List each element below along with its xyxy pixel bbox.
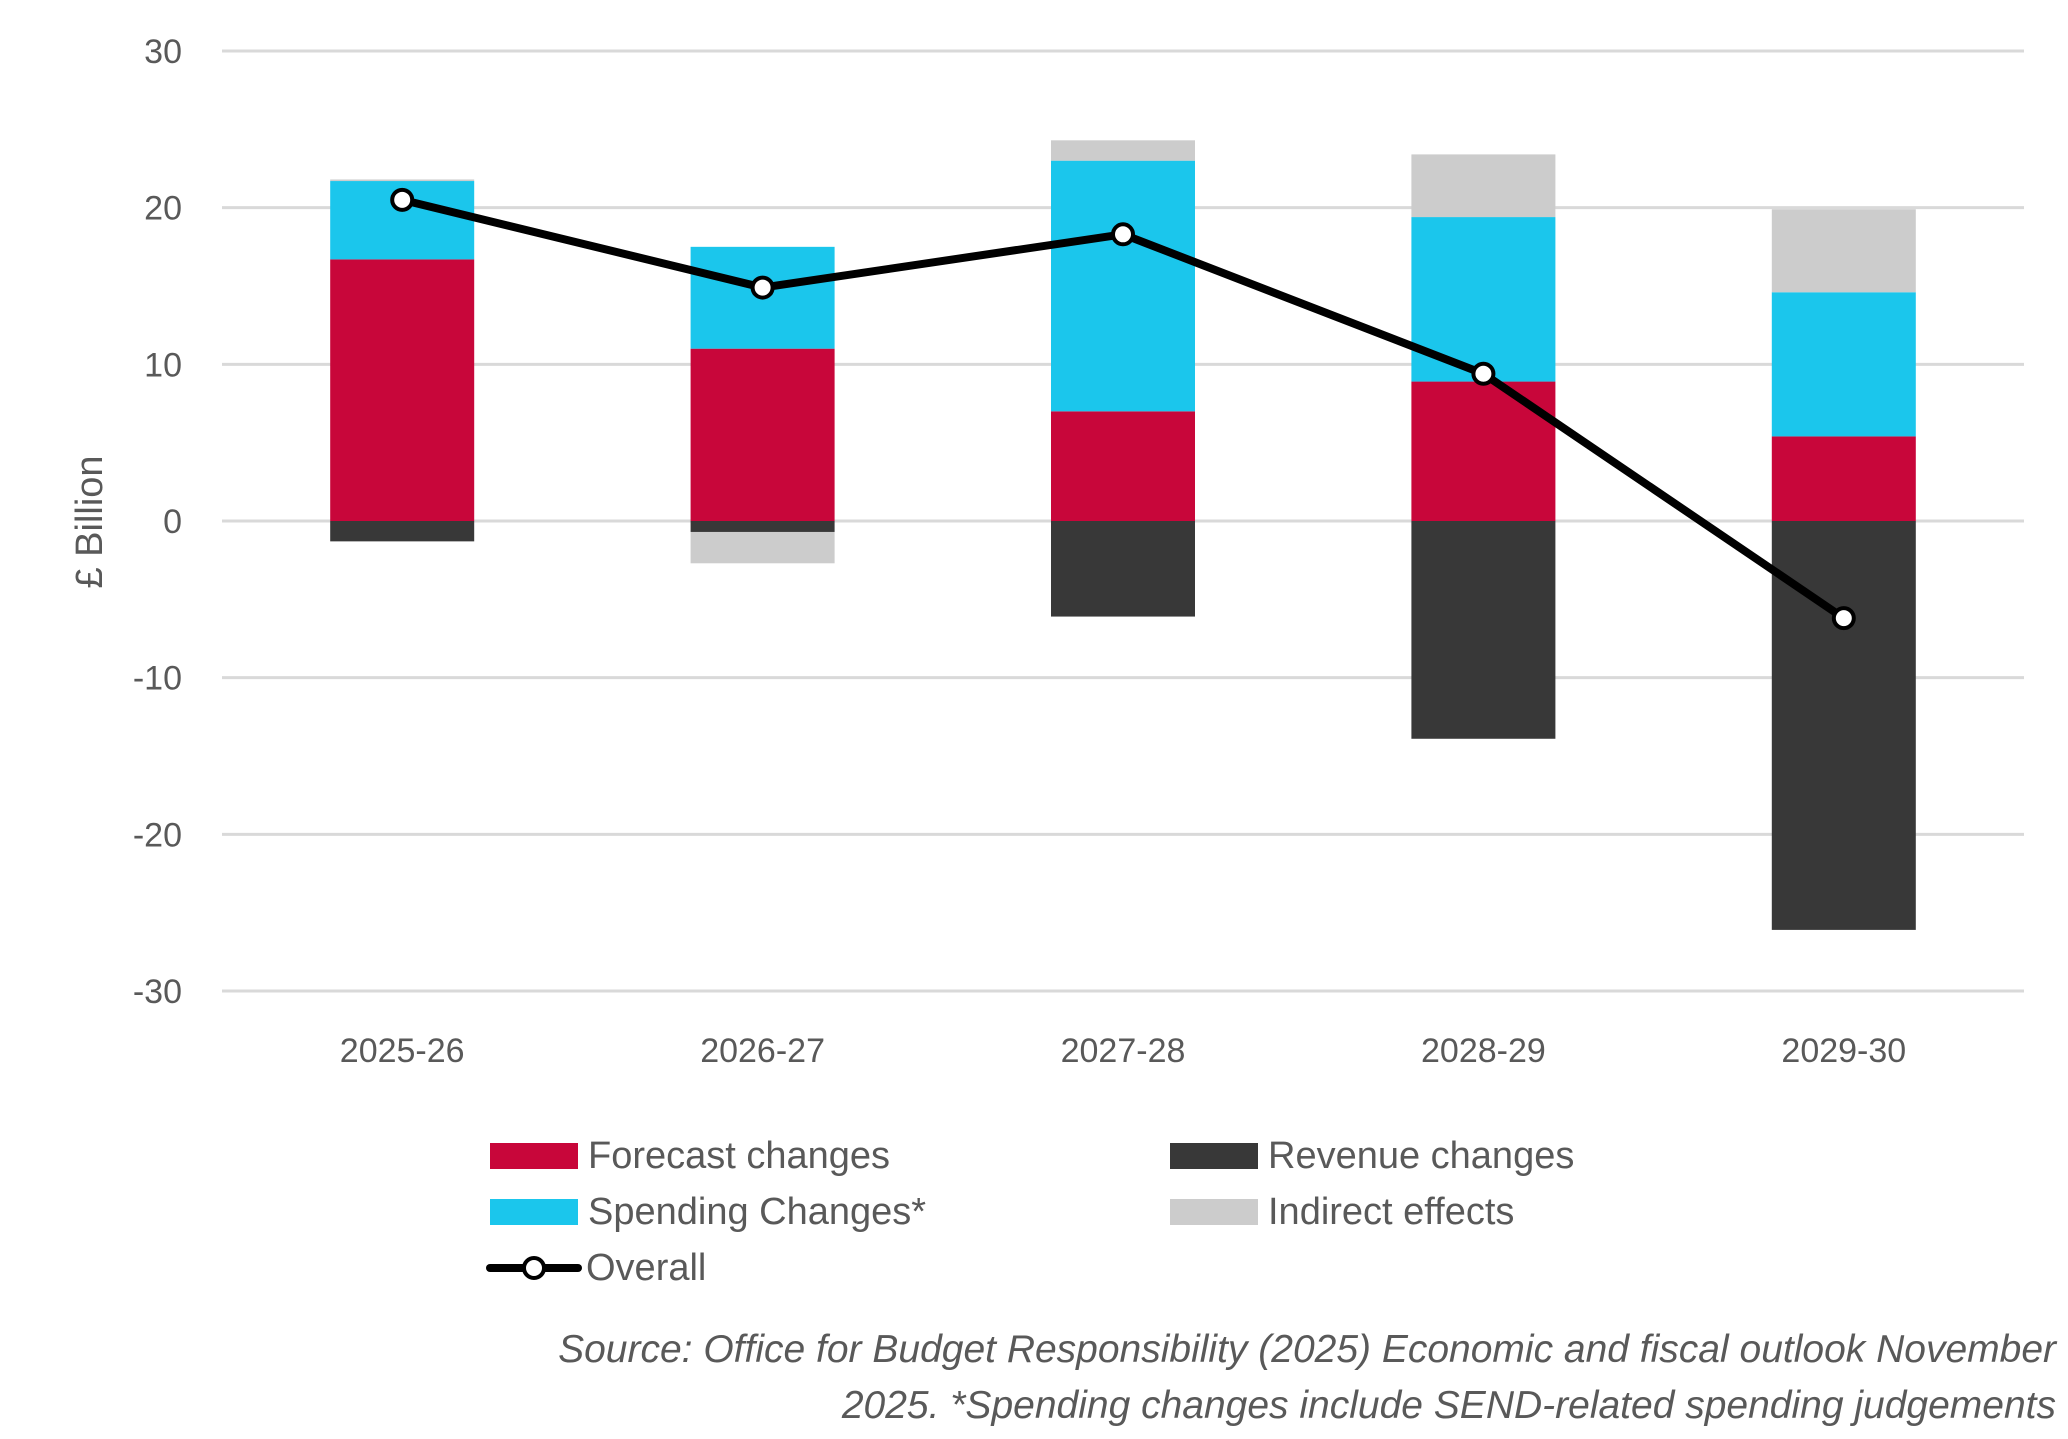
- legend-line-marker-icon: [486, 1256, 582, 1280]
- bar-forecast-changes: [1051, 411, 1195, 521]
- overall-point: [1471, 361, 1496, 386]
- y-tick-label: 0: [163, 503, 182, 541]
- source-line-1: Source: Office for Budget Responsibility…: [558, 1328, 2056, 1371]
- x-tick-label: 2028-29: [1421, 1032, 1546, 1070]
- legend-item-spending-changes: Spending Changes*: [490, 1184, 926, 1240]
- overall-point: [1831, 606, 1856, 631]
- legend-label: Spending Changes*: [588, 1190, 927, 1233]
- legend-item-revenue-changes: Revenue changes: [1170, 1128, 1574, 1184]
- legend-item-overall: Overall: [486, 1240, 706, 1296]
- bar-forecast-changes: [1411, 381, 1556, 521]
- bar-forecast-changes: [690, 348, 835, 521]
- legend-swatch-indirect-effects: [1170, 1199, 1258, 1225]
- y-tick-label: -20: [133, 816, 182, 854]
- x-tick-label: 2027-28: [1061, 1032, 1186, 1070]
- bar-forecast-changes: [330, 259, 475, 521]
- bar-revenue-changes: [1051, 521, 1195, 617]
- bar-indirect-effects: [330, 179, 475, 182]
- overall-line-series: [390, 187, 1856, 631]
- y-tick-label: 30: [144, 33, 182, 71]
- source-note: Source: Office for Budget Responsibility…: [416, 1322, 2056, 1434]
- y-tick-label: -10: [133, 660, 182, 698]
- legend-swatch-revenue-changes: [1170, 1143, 1258, 1169]
- bar-revenue-changes: [1411, 521, 1556, 739]
- bar-revenue-changes: [690, 521, 835, 532]
- legend-label: Forecast changes: [588, 1134, 891, 1177]
- legend-item-forecast-changes: Forecast changes: [490, 1128, 890, 1184]
- x-tick-label: 2025-26: [340, 1032, 465, 1070]
- legend-label: Overall: [586, 1246, 707, 1289]
- bar-forecast-changes: [1771, 436, 1916, 521]
- legend-label: Indirect effects: [1268, 1190, 1515, 1233]
- y-tick-label: -30: [133, 973, 182, 1011]
- chart: 30 20 10 0 -10 -20 -30 £ Billion 2025-26 2026-2…: [69, 33, 2024, 1070]
- bar-indirect-effects: [690, 531, 835, 564]
- y-tick-label: 10: [144, 346, 182, 384]
- y-tick-label: 20: [144, 190, 182, 228]
- overall-point: [1111, 222, 1135, 247]
- bar-spending-changes: [1051, 160, 1195, 412]
- legend-item-indirect-effects: Indirect effects: [1170, 1184, 1514, 1240]
- x-tick-label: 2029-30: [1781, 1032, 1906, 1070]
- source-line-2: 2025. *Spending changes include SEND-rel…: [841, 1384, 2056, 1427]
- bar-indirect-effects: [1051, 140, 1195, 161]
- legend-swatch-spending-changes: [490, 1199, 578, 1225]
- overall-point: [390, 187, 415, 212]
- bar-indirect-effects: [1411, 154, 1556, 218]
- legend-swatch-forecast-changes: [490, 1143, 578, 1169]
- bar-spending-changes: [1771, 292, 1916, 437]
- overall-point: [750, 275, 775, 300]
- bar-revenue-changes: [330, 521, 475, 542]
- bar-indirect-effects: [1771, 209, 1916, 293]
- y-axis-ticks: 30 20 10 0 -10 -20 -30: [133, 33, 182, 1011]
- x-tick-label: 2026-27: [700, 1032, 825, 1070]
- legend-label: Revenue changes: [1268, 1134, 1575, 1177]
- x-axis-ticks: 2025-26 2026-27 2027-28 2028-29 2029-30: [340, 1032, 1906, 1070]
- y-axis-label: £ Billion: [69, 455, 111, 588]
- bars: [330, 140, 1916, 930]
